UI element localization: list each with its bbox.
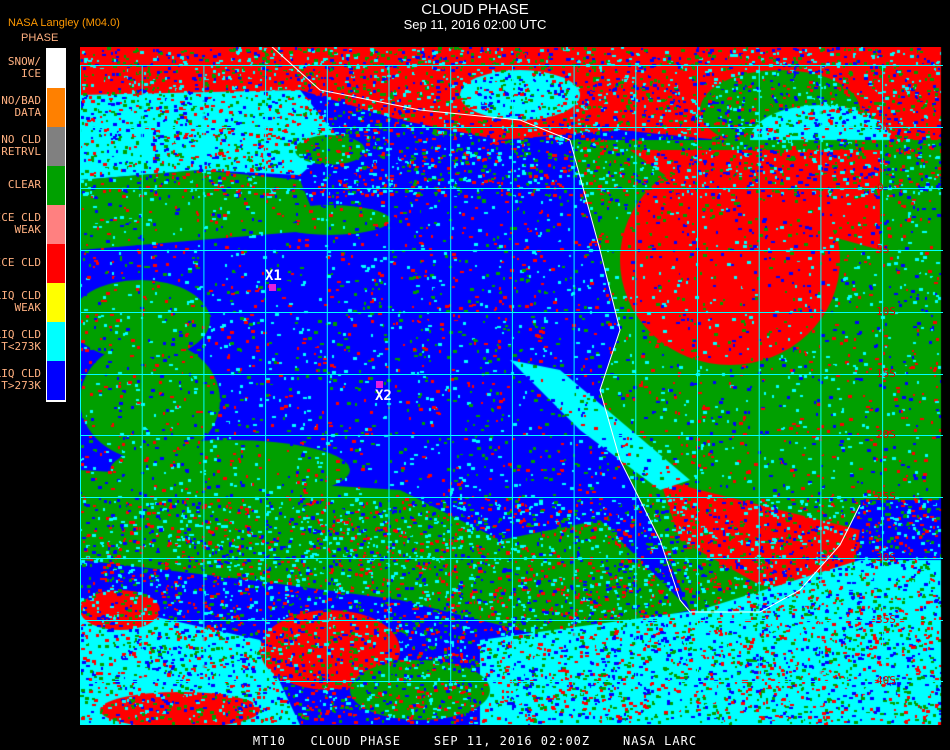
- legend-swatch: [47, 205, 65, 244]
- legend-colorbar: [46, 48, 66, 402]
- legend-swatch: [47, 283, 65, 322]
- marker-x2-point: [376, 381, 383, 388]
- legend-label: LIQ CLD WEAK: [0, 289, 41, 314]
- timestamp: Sep 11, 2016 02:00 UTC: [403, 17, 547, 32]
- legend-label: LIQ CLD T>273K: [0, 367, 41, 392]
- coastline: [569, 139, 861, 613]
- legend-label: NO CLD RETRVL: [1, 133, 41, 158]
- legend-label: NO/BAD DATA: [1, 94, 41, 119]
- legend-label: ICE CLD WEAK: [0, 211, 41, 236]
- map-overlay: [80, 47, 943, 683]
- legend-label: LIQ CLD T<273K: [0, 328, 41, 353]
- latitude-label: 35S: [876, 613, 896, 626]
- latitude-label: 40S: [876, 674, 896, 687]
- legend-swatch: [47, 88, 65, 127]
- chart-title: CLOUD PHASE: [421, 1, 529, 18]
- marker-x1-point: [269, 284, 276, 291]
- legend-label: SNOW/ ICE: [7, 55, 41, 80]
- latitude-label: 5S: [876, 243, 890, 256]
- org-label: NASA Langley (M04.0): [8, 17, 120, 29]
- legend-swatch: [47, 322, 65, 361]
- legend-swatch: [47, 127, 65, 166]
- legend-swatch: [47, 244, 65, 283]
- legend-swatch: [47, 361, 65, 400]
- latitude-label: 25S: [876, 490, 896, 503]
- legend-title: PHASE: [21, 32, 59, 44]
- latitude-label: 20S: [876, 428, 896, 441]
- latitude-label: 15S: [876, 367, 896, 380]
- cloud-phase-satellite-image: [80, 47, 943, 725]
- footer-caption: MT10 CLOUD PHASE SEP 11, 2016 02:00Z NAS…: [252, 734, 698, 748]
- latitude-label: 5N: [876, 120, 890, 133]
- legend-label: ICE CLD: [0, 256, 41, 269]
- legend-swatch: [47, 166, 65, 205]
- latitude-label: 30S: [876, 551, 896, 564]
- marker-x2-label: X2: [375, 388, 392, 404]
- legend-label: CLEAR: [7, 178, 41, 191]
- legend-swatch: [47, 49, 65, 88]
- coastline: [271, 47, 571, 141]
- latitude-label: 10S: [876, 305, 896, 318]
- latitude-label: 0: [877, 181, 884, 194]
- marker-x1-label: X1: [265, 268, 282, 284]
